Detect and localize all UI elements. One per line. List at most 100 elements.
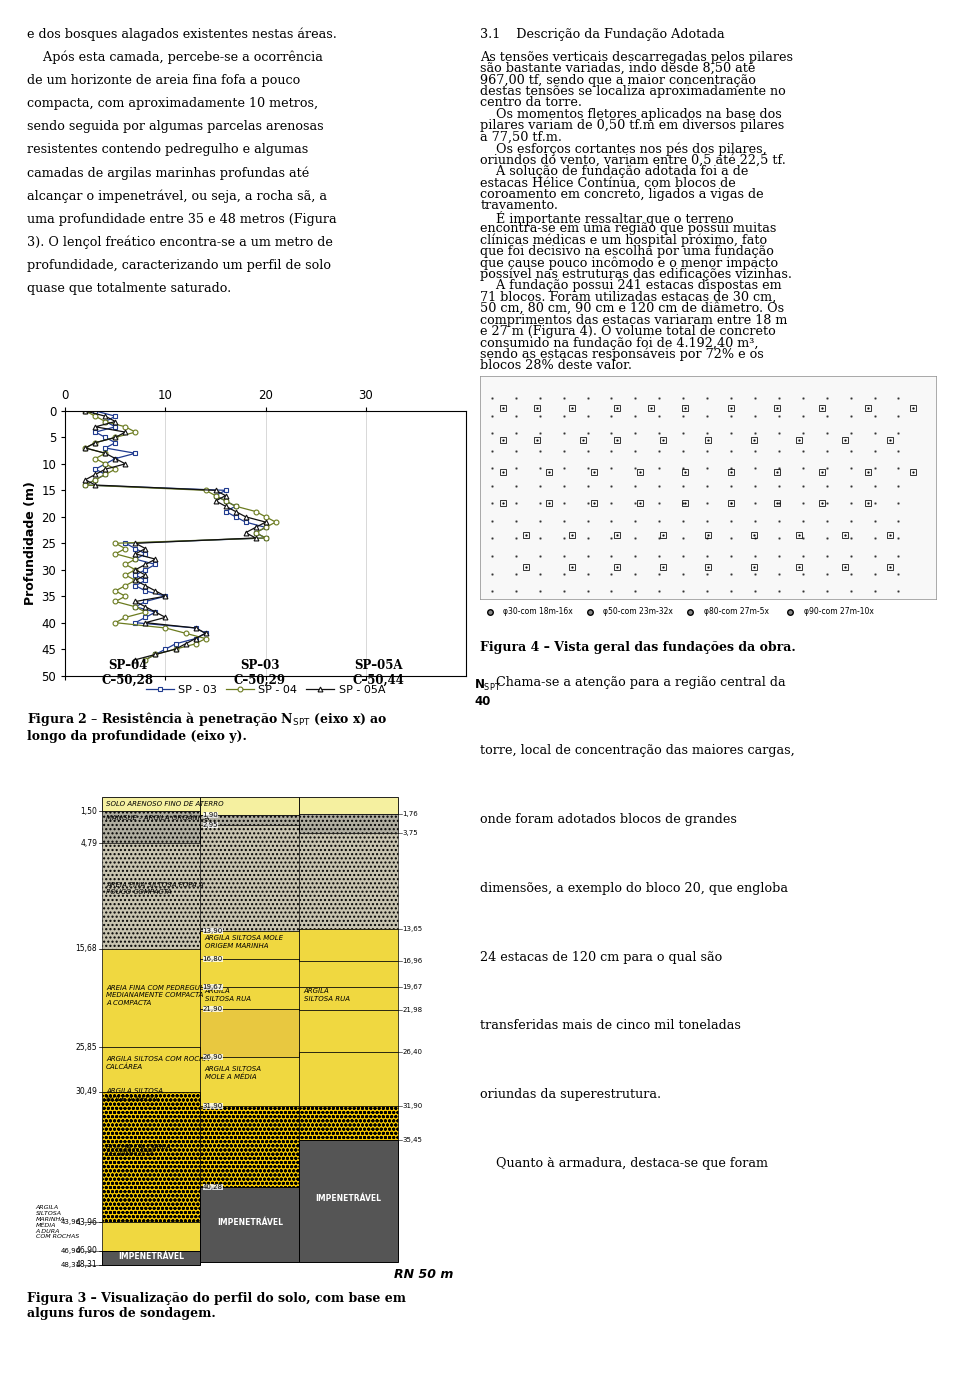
SP - 05A (240, 508, 252, 525)
SP - 05A (120, 456, 132, 472)
Text: SP–03
C–50,29: SP–03 C–50,29 (233, 659, 286, 687)
Text: 40,28: 40,28 (203, 1184, 223, 1190)
Text: encontra-se em uma região que possui muitas: encontra-se em uma região que possui mui… (480, 223, 777, 235)
Text: comprimentos das estacas variaram entre 18 m: comprimentos das estacas variaram entre … (480, 313, 788, 327)
Text: centro da torre.: centro da torre. (480, 96, 583, 110)
SP - 03 (140, 573, 152, 589)
SP - 04 (109, 461, 121, 478)
Text: a 77,50 tf.m.: a 77,50 tf.m. (480, 131, 563, 143)
Text: 43,96: 43,96 (60, 1219, 81, 1226)
Bar (102, 1092, 201, 1223)
Text: 1,76: 1,76 (402, 811, 419, 816)
Text: 16,96: 16,96 (402, 958, 422, 964)
SP - 03 (89, 403, 101, 419)
SP - 04 (170, 641, 181, 657)
SP - 05A (109, 429, 121, 446)
Text: 26,90: 26,90 (203, 1055, 223, 1060)
SP - 04 (270, 514, 281, 531)
Text: 31,90: 31,90 (402, 1103, 422, 1109)
Text: blocos 28% deste valor.: blocos 28% deste valor. (480, 359, 633, 372)
SP - 03 (190, 630, 202, 646)
Text: que cause pouco incômodo e o menor impacto: que cause pouco incômodo e o menor impac… (480, 256, 779, 270)
Bar (300, 929, 398, 961)
Text: 46,90: 46,90 (60, 1248, 81, 1254)
Bar (102, 811, 201, 843)
SP - 05A (130, 573, 141, 589)
SP - 04 (120, 577, 132, 593)
Bar (201, 1187, 300, 1262)
Text: onde foram adotados blocos de grandes: onde foram adotados blocos de grandes (480, 814, 737, 826)
SP - 04 (130, 423, 141, 440)
SP - 03 (210, 488, 222, 504)
Text: 35,45: 35,45 (402, 1137, 422, 1144)
SP - 04 (89, 408, 101, 425)
Legend: SP - 03, SP - 04, SP - 05A: SP - 03, SP - 04, SP - 05A (142, 680, 390, 699)
Bar (300, 797, 398, 814)
Bar (300, 1010, 398, 1052)
Text: uma profundidade entre 35 e 48 metros (Figura: uma profundidade entre 35 e 48 metros (F… (27, 213, 337, 226)
Text: φ50-com 23m-32x: φ50-com 23m-32x (604, 607, 673, 616)
Bar (300, 1106, 398, 1139)
Text: 967,00 tf, sendo que a maior concentração: 967,00 tf, sendo que a maior concentraçã… (480, 74, 756, 86)
SP - 05A (240, 524, 252, 540)
SP - 03 (130, 577, 141, 593)
SP - 05A (250, 520, 261, 536)
SP - 03 (89, 471, 101, 488)
Bar (300, 833, 398, 929)
Text: quase que totalmente saturado.: quase que totalmente saturado. (27, 281, 231, 295)
SP - 04 (120, 540, 132, 557)
SP - 05A (140, 540, 152, 557)
SP - 05A (89, 476, 101, 493)
Text: IMPENETRÁVEL: IMPENETRÁVEL (217, 1219, 283, 1227)
Text: ARGILA
SILTOSA RUA: ARGILA SILTOSA RUA (303, 989, 349, 1002)
SP - 03 (220, 493, 231, 510)
Text: oriundas da superestrutura.: oriundas da superestrutura. (480, 1088, 661, 1102)
Text: 31,90: 31,90 (203, 1103, 223, 1109)
Text: 21,90: 21,90 (203, 1006, 223, 1011)
Bar (201, 797, 300, 815)
Line: SP - 05A: SP - 05A (83, 408, 268, 662)
SP - 05A (190, 630, 202, 646)
SP - 03 (89, 423, 101, 440)
SP - 05A (109, 414, 121, 430)
SP - 04 (89, 471, 101, 488)
Text: profundidade, caracterizando um perfil de solo: profundidade, caracterizando um perfil d… (27, 259, 331, 272)
SP - 03 (109, 408, 121, 425)
SP - 03 (150, 603, 161, 620)
Text: ARGILA
SILTOSA RUA: ARGILA SILTOSA RUA (204, 989, 251, 1002)
SP - 03 (150, 556, 161, 573)
SP - 04 (109, 429, 121, 446)
SP - 05A (140, 556, 152, 573)
Text: IMPENETRÁVEL: IMPENETRÁVEL (316, 1194, 381, 1204)
Text: 46,90: 46,90 (75, 1247, 97, 1255)
SP - 04 (100, 467, 111, 483)
Text: pilares variam de 0,50 tf.m em diversos pilares: pilares variam de 0,50 tf.m em diversos … (480, 120, 784, 132)
SP - 05A (220, 488, 231, 504)
SP - 04 (260, 508, 272, 525)
Text: oriundos do vento, variam entre 0,5 até 22,5 tf.: oriundos do vento, variam entre 0,5 até … (480, 153, 786, 167)
Text: 30,49: 30,49 (75, 1088, 97, 1096)
Text: resistentes contendo pedregulho e algumas: resistentes contendo pedregulho e alguma… (27, 143, 308, 156)
SP - 05A (89, 467, 101, 483)
SP - 05A (210, 493, 222, 510)
Bar (102, 1048, 201, 1092)
SP - 04 (120, 567, 132, 584)
Line: SP - 03: SP - 03 (83, 408, 268, 662)
SP - 03 (250, 524, 261, 540)
Bar (201, 1009, 300, 1057)
SP - 04 (210, 488, 222, 504)
SP - 05A (109, 450, 121, 467)
Text: 4,79: 4,79 (80, 839, 97, 847)
Bar (300, 1052, 398, 1106)
SP - 05A (130, 652, 141, 669)
SP - 04 (250, 524, 261, 540)
Text: 15,68: 15,68 (76, 944, 97, 953)
SP - 03 (220, 482, 231, 499)
SP - 05A (130, 535, 141, 552)
Text: alcançar o impenetrável, ou seja, a rocha sã, a: alcançar o impenetrável, ou seja, a roch… (27, 189, 326, 203)
Text: 19,67: 19,67 (402, 985, 422, 990)
SP - 04 (140, 603, 152, 620)
SP - 04 (130, 573, 141, 589)
Bar (102, 1223, 201, 1251)
Text: consumido na fundação foi de 4.192,40 m³,: consumido na fundação foi de 4.192,40 m³… (480, 337, 759, 350)
